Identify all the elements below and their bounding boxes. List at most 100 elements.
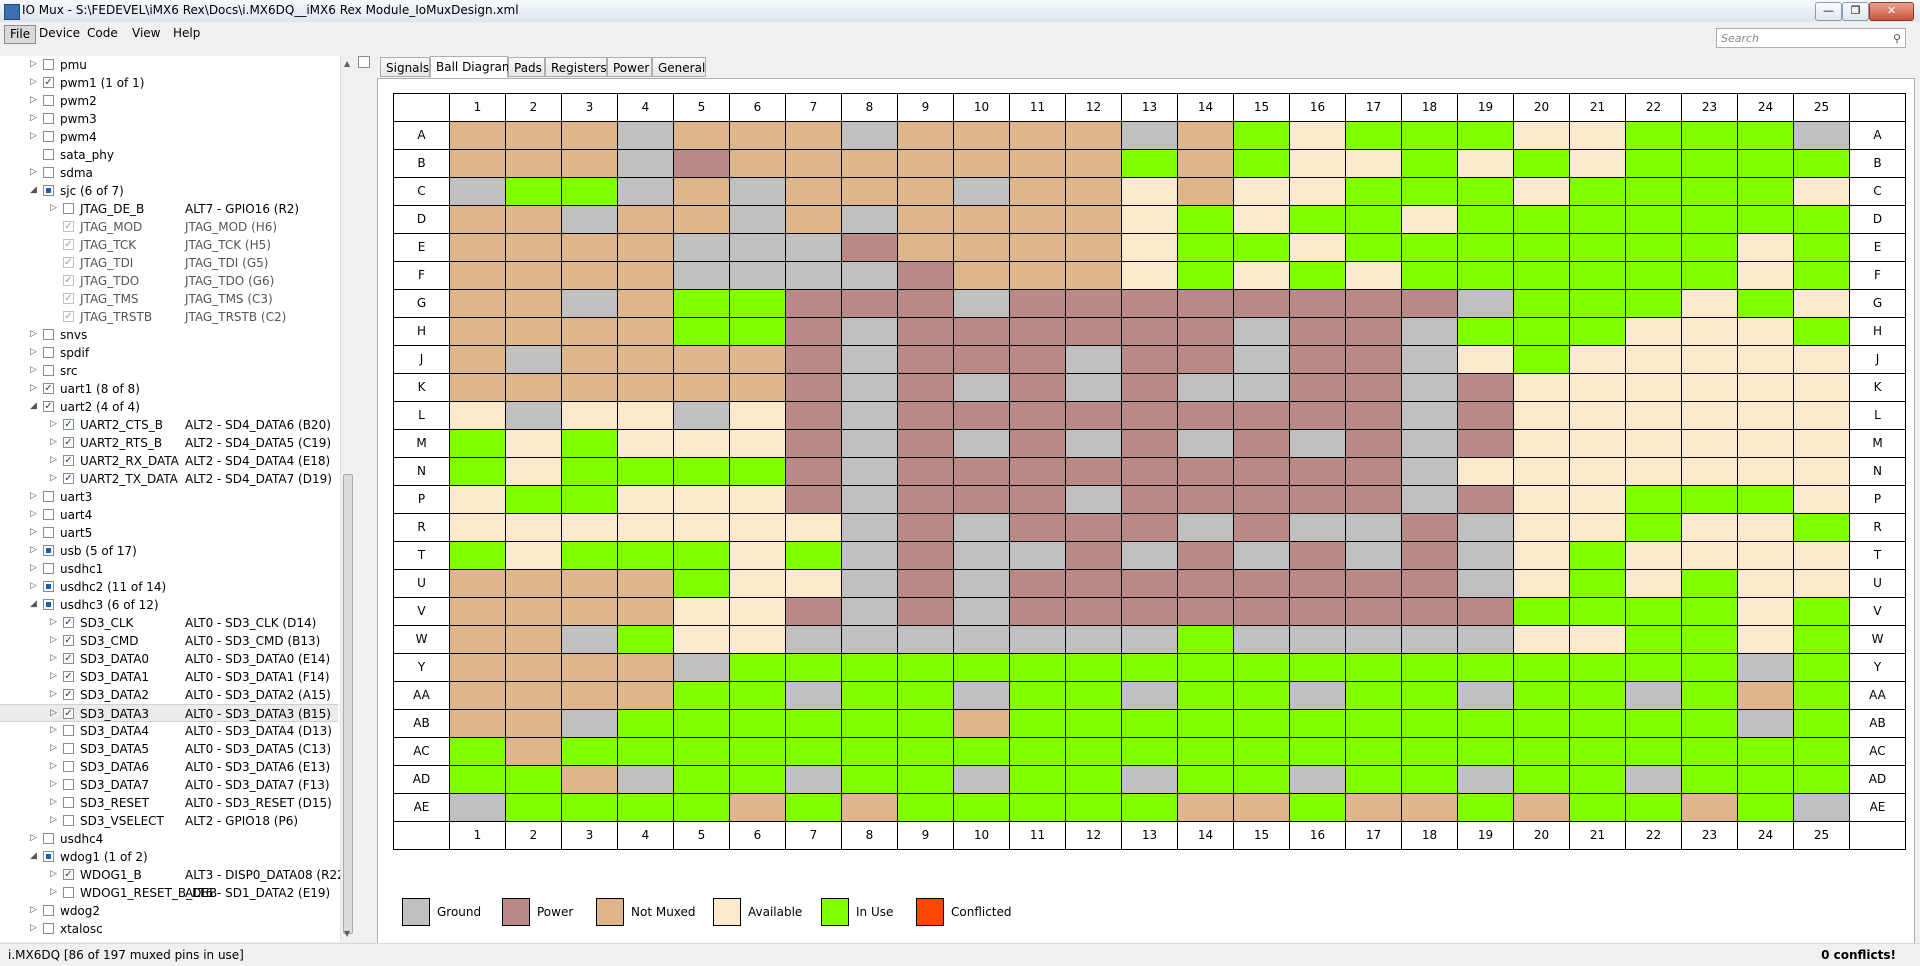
ball-cell[interactable] bbox=[505, 681, 562, 710]
ball-cell[interactable] bbox=[449, 513, 506, 542]
ball-cell[interactable] bbox=[1065, 233, 1122, 262]
ball-cell[interactable] bbox=[897, 625, 954, 654]
ball-cell[interactable] bbox=[449, 569, 506, 598]
ball-cell[interactable] bbox=[1793, 709, 1850, 738]
ball-cell[interactable] bbox=[1625, 457, 1682, 486]
ball-cell[interactable] bbox=[841, 317, 898, 346]
ball-cell[interactable] bbox=[1457, 261, 1514, 290]
ball-cell[interactable] bbox=[1065, 513, 1122, 542]
tree-checkbox[interactable]: ✓ bbox=[43, 401, 54, 412]
ball-cell[interactable] bbox=[897, 485, 954, 514]
tree-checkbox[interactable]: ✓ bbox=[63, 869, 74, 880]
ball-cell[interactable] bbox=[617, 765, 674, 794]
ball-cell[interactable] bbox=[1009, 709, 1066, 738]
ball-cell[interactable] bbox=[1065, 765, 1122, 794]
ball-cell[interactable] bbox=[1401, 541, 1458, 570]
tree-item[interactable]: ▷ ✓ SD3_DATA1 ALT0 - SD3_DATA1 (F14) bbox=[0, 668, 338, 686]
ball-cell[interactable] bbox=[1457, 401, 1514, 430]
ball-cell[interactable] bbox=[1625, 261, 1682, 290]
ball-cell[interactable] bbox=[1681, 765, 1738, 794]
ball-cell[interactable] bbox=[729, 653, 786, 682]
ball-cell[interactable] bbox=[785, 653, 842, 682]
tree-checkbox[interactable] bbox=[43, 851, 54, 862]
ball-cell[interactable] bbox=[505, 793, 562, 822]
tree-item[interactable]: ▷ snvs bbox=[0, 326, 338, 344]
ball-cell[interactable] bbox=[729, 569, 786, 598]
ball-cell[interactable] bbox=[449, 541, 506, 570]
ball-cell[interactable] bbox=[1009, 541, 1066, 570]
ball-cell[interactable] bbox=[673, 345, 730, 374]
ball-cell[interactable] bbox=[1625, 401, 1682, 430]
expand-arrow-icon[interactable]: ▷ bbox=[30, 59, 37, 69]
ball-cell[interactable] bbox=[617, 289, 674, 318]
ball-cell[interactable] bbox=[1289, 401, 1346, 430]
ball-cell[interactable] bbox=[1625, 205, 1682, 234]
ball-cell[interactable] bbox=[1737, 457, 1794, 486]
ball-cell[interactable] bbox=[1513, 261, 1570, 290]
ball-cell[interactable] bbox=[1177, 625, 1234, 654]
ball-cell[interactable] bbox=[1737, 289, 1794, 318]
ball-cell[interactable] bbox=[1737, 429, 1794, 458]
ball-cell[interactable] bbox=[1681, 149, 1738, 178]
ball-cell[interactable] bbox=[1457, 513, 1514, 542]
ball-cell[interactable] bbox=[505, 709, 562, 738]
collapse-arrow-icon[interactable]: ◢ bbox=[30, 851, 37, 861]
tree-item[interactable]: ▷ SD3_VSELECT ALT2 - GPIO18 (P6) bbox=[0, 812, 338, 830]
ball-cell[interactable] bbox=[1345, 205, 1402, 234]
tab-registers[interactable]: Registers bbox=[545, 57, 607, 77]
tree-item[interactable]: ▷ SD3_DATA4 ALT0 - SD3_DATA4 (D13) bbox=[0, 722, 338, 740]
ball-cell[interactable] bbox=[1737, 485, 1794, 514]
ball-cell[interactable] bbox=[1513, 793, 1570, 822]
menu-view[interactable]: View bbox=[132, 26, 161, 40]
ball-cell[interactable] bbox=[561, 317, 618, 346]
ball-cell[interactable] bbox=[1009, 793, 1066, 822]
ball-cell[interactable] bbox=[1121, 485, 1178, 514]
ball-cell[interactable] bbox=[1401, 737, 1458, 766]
tree-item[interactable]: ▷ src bbox=[0, 362, 338, 380]
ball-cell[interactable] bbox=[1009, 765, 1066, 794]
ball-cell[interactable] bbox=[1569, 401, 1626, 430]
tree-checkbox[interactable] bbox=[43, 329, 54, 340]
tree-item[interactable]: ▷ usb (5 of 17) bbox=[0, 542, 338, 560]
tree-item[interactable]: ▷ SD3_DATA7 ALT0 - SD3_DATA7 (F13) bbox=[0, 776, 338, 794]
ball-cell[interactable] bbox=[449, 429, 506, 458]
ball-cell[interactable] bbox=[505, 373, 562, 402]
tab-power[interactable]: Power bbox=[607, 57, 652, 77]
ball-cell[interactable] bbox=[1793, 345, 1850, 374]
ball-cell[interactable] bbox=[1513, 765, 1570, 794]
ball-cell[interactable] bbox=[1177, 345, 1234, 374]
tree-checkbox[interactable]: ✓ bbox=[63, 617, 74, 628]
ball-cell[interactable] bbox=[1121, 205, 1178, 234]
ball-cell[interactable] bbox=[1681, 261, 1738, 290]
ball-cell[interactable] bbox=[1513, 513, 1570, 542]
ball-cell[interactable] bbox=[617, 793, 674, 822]
ball-cell[interactable] bbox=[505, 233, 562, 262]
ball-cell[interactable] bbox=[617, 317, 674, 346]
tree-item[interactable]: ▷ sdma bbox=[0, 164, 338, 182]
tree-checkbox[interactable]: ✓ bbox=[63, 653, 74, 664]
ball-cell[interactable] bbox=[1569, 681, 1626, 710]
ball-cell[interactable] bbox=[1345, 513, 1402, 542]
ball-cell[interactable] bbox=[1737, 177, 1794, 206]
expand-arrow-icon[interactable]: ▷ bbox=[30, 545, 37, 555]
ball-cell[interactable] bbox=[1177, 681, 1234, 710]
ball-cell[interactable] bbox=[1289, 345, 1346, 374]
ball-cell[interactable] bbox=[1233, 373, 1290, 402]
ball-cell[interactable] bbox=[1289, 317, 1346, 346]
expand-arrow-icon[interactable]: ▷ bbox=[30, 383, 37, 393]
ball-cell[interactable] bbox=[673, 373, 730, 402]
ball-cell[interactable] bbox=[729, 149, 786, 178]
ball-cell[interactable] bbox=[673, 233, 730, 262]
ball-cell[interactable] bbox=[1513, 597, 1570, 626]
ball-cell[interactable] bbox=[1233, 597, 1290, 626]
ball-cell[interactable] bbox=[1513, 625, 1570, 654]
tree-checkbox[interactable] bbox=[63, 779, 74, 790]
ball-cell[interactable] bbox=[1681, 653, 1738, 682]
ball-cell[interactable] bbox=[1233, 457, 1290, 486]
ball-cell[interactable] bbox=[1065, 793, 1122, 822]
expand-arrow-icon[interactable]: ▷ bbox=[30, 365, 37, 375]
ball-cell[interactable] bbox=[897, 681, 954, 710]
ball-cell[interactable] bbox=[505, 737, 562, 766]
ball-cell[interactable] bbox=[561, 205, 618, 234]
ball-cell[interactable] bbox=[1177, 793, 1234, 822]
